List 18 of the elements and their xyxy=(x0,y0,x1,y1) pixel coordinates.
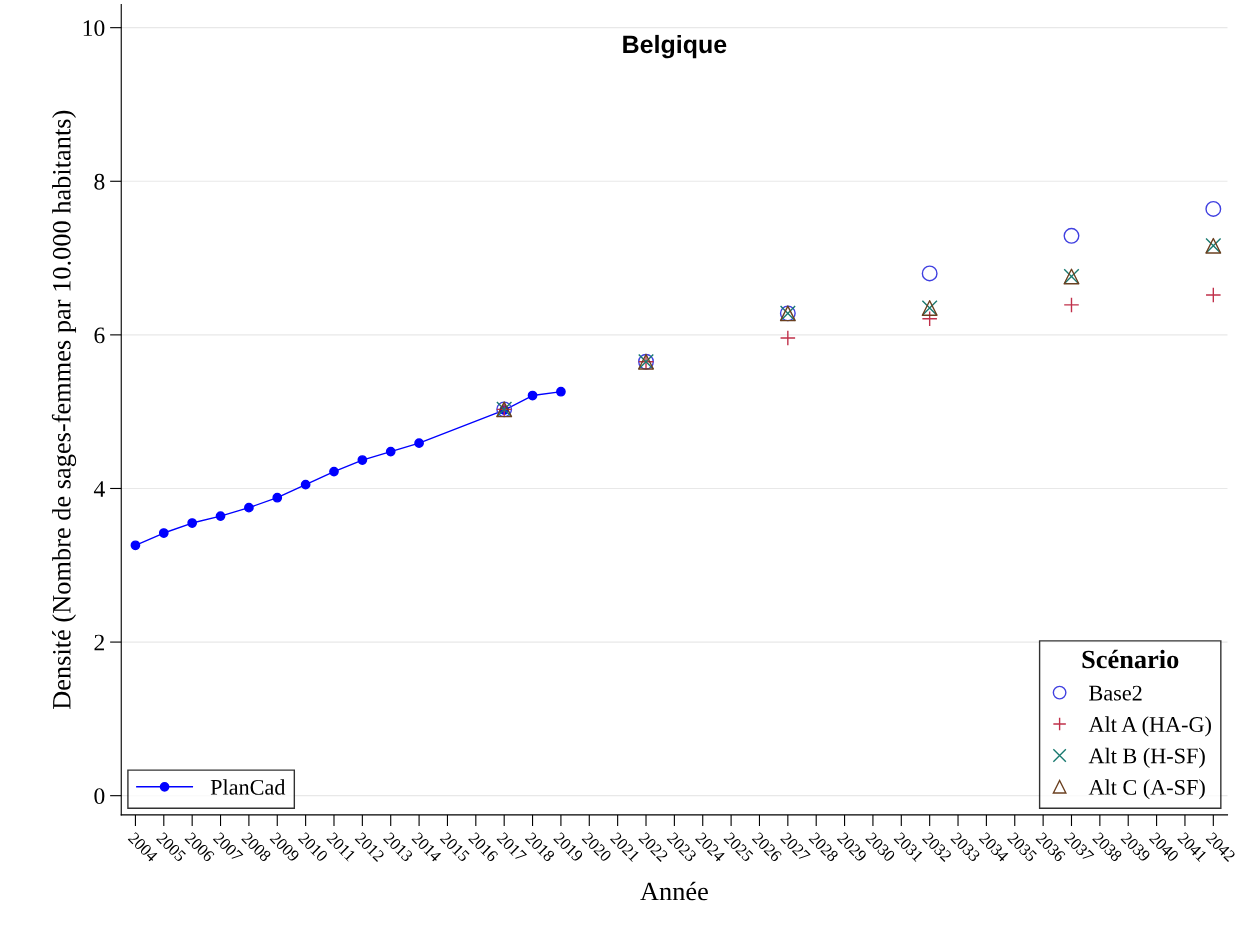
y-tick-label: 4 xyxy=(93,481,105,497)
x-tick-label: 2037 xyxy=(1063,831,1095,863)
legend-label: Alt B (H-SF) xyxy=(1088,747,1205,768)
legend-label: Base2 xyxy=(1089,685,1142,701)
y-tick-label: 2 xyxy=(94,634,104,651)
y-axis-title: Densité (Nombre de sages-femmes par 10.000 habitants) xyxy=(51,110,77,710)
y-tick-label: 6 xyxy=(94,327,105,344)
x-axis-title: Année xyxy=(640,881,708,901)
legend-label: Alt A (HA-G) xyxy=(1088,716,1211,737)
y-tick-label: 0 xyxy=(94,788,105,805)
legend-label: Alt C (A-SF) xyxy=(1088,779,1205,800)
x-tick-label: 2017 xyxy=(496,831,528,863)
y-tick-label: 8 xyxy=(94,173,105,190)
text: Belgique xyxy=(623,34,727,59)
legend-title: Scénario xyxy=(1082,649,1179,669)
x-tick-label: 2007 xyxy=(212,831,244,863)
legend-label: PlanCad xyxy=(210,779,286,795)
y-tick-label: 10 xyxy=(83,20,105,37)
